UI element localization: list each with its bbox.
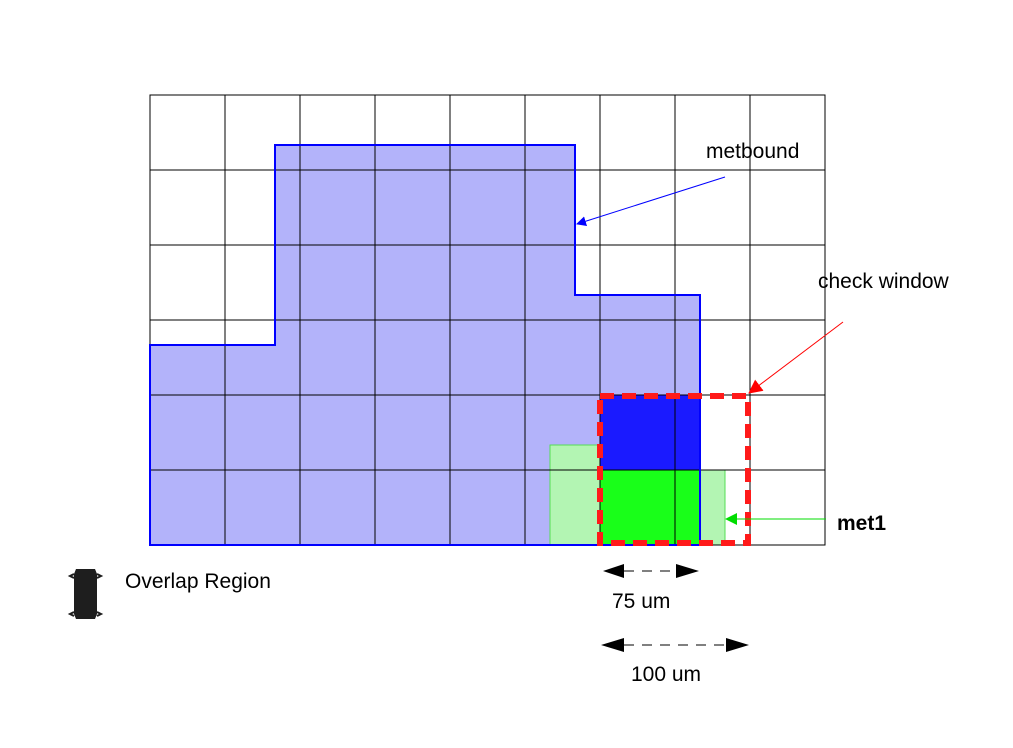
check-window [597, 393, 751, 546]
met1-left-tab [549, 444, 601, 546]
metbound-outline [149, 144, 701, 546]
overlap-legend-icon [67, 569, 104, 619]
dimension-75-label: 75 um [612, 590, 670, 613]
dimension-100 [601, 638, 749, 652]
overlap-region-label: Overlap Region [125, 570, 271, 593]
dimension-100-label: 100 um [631, 663, 701, 686]
met1-right-tab [699, 469, 726, 546]
metbound-arrow [576, 176, 726, 227]
check-window-arrow [748, 321, 844, 394]
grid [149, 94, 826, 546]
met1-green-block [600, 470, 700, 545]
metbound-label: metbound [706, 140, 799, 163]
overlap-blue-block [600, 395, 700, 470]
dimension-75 [603, 564, 699, 578]
check-window-label: check window [818, 270, 950, 293]
met1-label: met1 [837, 512, 886, 535]
